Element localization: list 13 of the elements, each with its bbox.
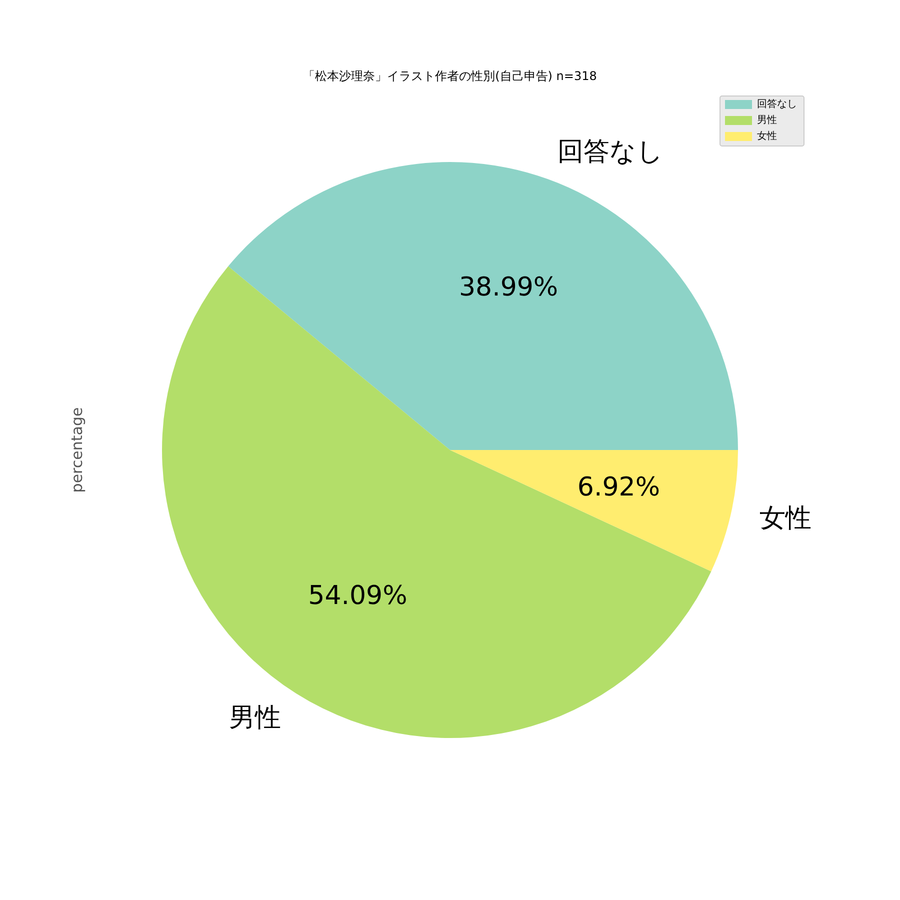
pie-slice	[450, 450, 738, 572]
legend-label: 女性	[757, 130, 777, 142]
data-label: 38.99%	[459, 272, 558, 302]
slice-label: 回答なし	[557, 136, 664, 167]
legend-label: 回答なし	[757, 98, 797, 110]
data-label: 54.09%	[308, 581, 408, 612]
data-label: 6.92%	[577, 472, 660, 502]
chart-title: 「松本沙理奈」イラスト作者の性別(自己申告) n=318	[303, 69, 597, 83]
legend-label: 男性	[757, 114, 777, 126]
slice-label: 男性	[228, 702, 281, 733]
slice-label: 女性	[759, 503, 812, 534]
text: percentage	[68, 407, 86, 493]
pie-slice	[162, 266, 712, 738]
